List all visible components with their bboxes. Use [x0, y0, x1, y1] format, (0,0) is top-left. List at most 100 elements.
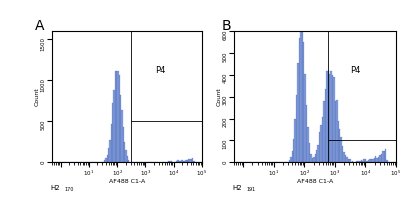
Bar — [170, 161, 172, 162]
Bar — [113, 89, 115, 162]
Bar — [372, 159, 374, 162]
Bar — [360, 160, 362, 162]
Bar — [375, 156, 376, 162]
Bar — [190, 159, 192, 162]
Bar — [303, 42, 304, 162]
Bar — [302, 17, 303, 162]
Bar — [186, 160, 188, 162]
Bar — [343, 152, 345, 162]
Bar — [366, 161, 368, 162]
Bar — [123, 127, 124, 162]
Bar — [297, 63, 299, 162]
Bar — [292, 151, 293, 162]
Text: P4: P4 — [350, 66, 361, 75]
Bar — [385, 149, 386, 162]
Bar — [184, 161, 185, 162]
Bar — [364, 159, 365, 162]
Bar — [296, 95, 297, 162]
Bar — [107, 155, 108, 162]
Text: H2: H2 — [232, 184, 242, 191]
Bar — [348, 159, 349, 162]
Text: P4: P4 — [155, 66, 165, 75]
Bar — [352, 161, 353, 162]
Bar — [128, 160, 129, 162]
Bar — [322, 117, 323, 162]
Bar — [316, 150, 318, 162]
Bar — [126, 156, 128, 162]
Bar — [335, 101, 336, 162]
Bar — [294, 119, 296, 162]
Bar — [185, 160, 186, 162]
Bar — [368, 160, 369, 162]
Bar — [178, 161, 180, 162]
Bar — [313, 157, 314, 162]
Bar — [290, 157, 292, 162]
Bar — [365, 159, 366, 162]
Bar — [339, 129, 340, 162]
Bar — [323, 101, 325, 162]
Bar — [371, 159, 372, 162]
Bar — [112, 103, 113, 162]
Text: B: B — [221, 19, 231, 33]
Bar — [330, 71, 332, 162]
Bar — [356, 161, 358, 162]
Bar — [177, 160, 178, 162]
Bar — [289, 160, 290, 162]
Bar — [169, 161, 170, 162]
Bar — [369, 159, 371, 162]
Bar — [386, 160, 388, 162]
Bar — [332, 75, 333, 162]
Bar — [121, 110, 123, 162]
Bar — [182, 161, 184, 162]
Bar — [188, 159, 189, 162]
Bar — [336, 100, 338, 162]
Bar — [293, 139, 294, 162]
Bar — [382, 151, 384, 162]
Text: 170: 170 — [64, 187, 73, 192]
Bar — [168, 161, 169, 162]
Bar — [304, 74, 306, 162]
Bar — [116, 71, 117, 162]
Bar — [125, 150, 126, 162]
Bar — [333, 77, 335, 162]
Bar — [115, 72, 116, 162]
Text: A: A — [35, 19, 45, 33]
Bar — [314, 154, 316, 162]
Bar — [384, 151, 385, 162]
Bar — [306, 105, 307, 162]
Bar — [192, 158, 193, 162]
Bar — [309, 144, 310, 162]
Bar — [105, 158, 107, 162]
Bar — [307, 127, 309, 162]
Bar — [379, 155, 381, 162]
Text: 191: 191 — [247, 187, 256, 192]
Bar — [329, 74, 330, 162]
X-axis label: AF488 C1-A: AF488 C1-A — [109, 179, 145, 184]
Bar — [381, 154, 382, 162]
X-axis label: AF488 C1-A: AF488 C1-A — [297, 179, 333, 184]
Bar — [349, 159, 350, 162]
Bar — [119, 75, 120, 162]
Bar — [117, 71, 119, 162]
Bar — [326, 71, 328, 162]
Bar — [180, 161, 181, 162]
Bar — [374, 158, 375, 162]
Bar — [338, 121, 339, 162]
Bar — [120, 95, 121, 162]
Bar — [346, 157, 348, 162]
Bar — [345, 155, 346, 162]
Bar — [164, 161, 165, 162]
Bar — [181, 160, 182, 162]
Bar — [376, 158, 378, 162]
Bar — [358, 161, 359, 162]
Bar — [362, 161, 364, 162]
Bar — [300, 29, 302, 162]
Bar — [193, 161, 194, 162]
Bar — [109, 140, 111, 162]
Bar — [108, 148, 109, 162]
Y-axis label: Count: Count — [216, 87, 221, 106]
Text: H2: H2 — [50, 184, 60, 191]
Bar — [325, 89, 326, 162]
Bar — [359, 161, 360, 162]
Bar — [328, 70, 329, 162]
